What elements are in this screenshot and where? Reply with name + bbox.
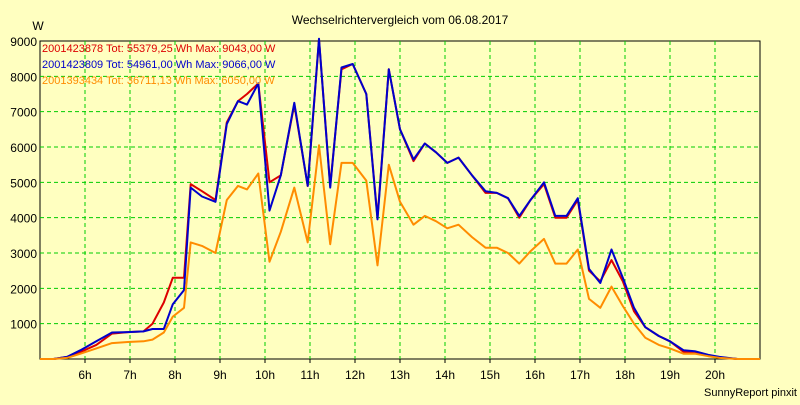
x-tick-label-11: 17h bbox=[570, 368, 590, 382]
series-line-2 bbox=[40, 37, 760, 360]
x-tick-label-4: 10h bbox=[255, 368, 275, 382]
grid bbox=[40, 41, 760, 359]
x-tick-label-13: 19h bbox=[660, 368, 680, 382]
x-tick-label-14: 20h bbox=[705, 368, 725, 382]
x-tick-label-8: 14h bbox=[435, 368, 455, 382]
x-tick-label-9: 15h bbox=[480, 368, 500, 382]
x-tick-label-0: 6h bbox=[78, 368, 91, 382]
x-tick-labels: 6h 7h 8h 9h 10h 11h 12h 13h 14h 15h 16h 17h 18h 19h 20… bbox=[78, 359, 725, 382]
chart-title: Wechselrichtervergleich vom 06.08.2017 bbox=[292, 13, 509, 27]
x-tick-label-6: 12h bbox=[345, 368, 365, 382]
y-tick-label-8: 9000 bbox=[10, 35, 37, 49]
y-tick-labels: 1000 2000 3000 4000 5000 6000 7000 8000 9000 bbox=[10, 35, 37, 332]
x-tick-label-1: 7h bbox=[123, 368, 136, 382]
legend-entry-1: 2001423878 Tot: 55379,25 Wh Max: 9043,00… bbox=[42, 43, 276, 55]
x-tick-label-5: 11h bbox=[300, 368, 319, 382]
y-tick-label-7: 8000 bbox=[10, 70, 37, 84]
x-tick-label-12: 18h bbox=[615, 368, 635, 382]
y-tick-label-6: 7000 bbox=[10, 106, 37, 120]
y-tick-label-4: 5000 bbox=[10, 176, 37, 190]
legend: 2001423878 Tot: 55379,25 Wh Max: 9043,00… bbox=[42, 43, 276, 87]
legend-entry-2: 2001423809 Tot: 54961,00 Wh Max: 9066,00… bbox=[42, 59, 276, 71]
y-tick-label-3: 4000 bbox=[10, 212, 37, 226]
y-tick-label-1: 2000 bbox=[10, 282, 37, 296]
legend-entry-3: 2001393434 Tot: 36711,13 Wh Max: 6050,00… bbox=[42, 75, 275, 87]
x-tick-label-10: 16h bbox=[525, 368, 545, 382]
series-lines bbox=[40, 37, 760, 360]
y-axis-unit-label: W bbox=[32, 19, 44, 33]
x-tick-label-3: 9h bbox=[213, 368, 226, 382]
series-line-3 bbox=[40, 144, 760, 360]
y-tick-label-0: 1000 bbox=[10, 318, 37, 332]
x-tick-label-7: 13h bbox=[390, 368, 410, 382]
y-tick-label-2: 3000 bbox=[10, 247, 37, 261]
y-tick-label-5: 6000 bbox=[10, 141, 37, 155]
x-tick-label-2: 8h bbox=[168, 368, 181, 382]
footer-credit: SunnyReport pinxit bbox=[704, 387, 797, 399]
